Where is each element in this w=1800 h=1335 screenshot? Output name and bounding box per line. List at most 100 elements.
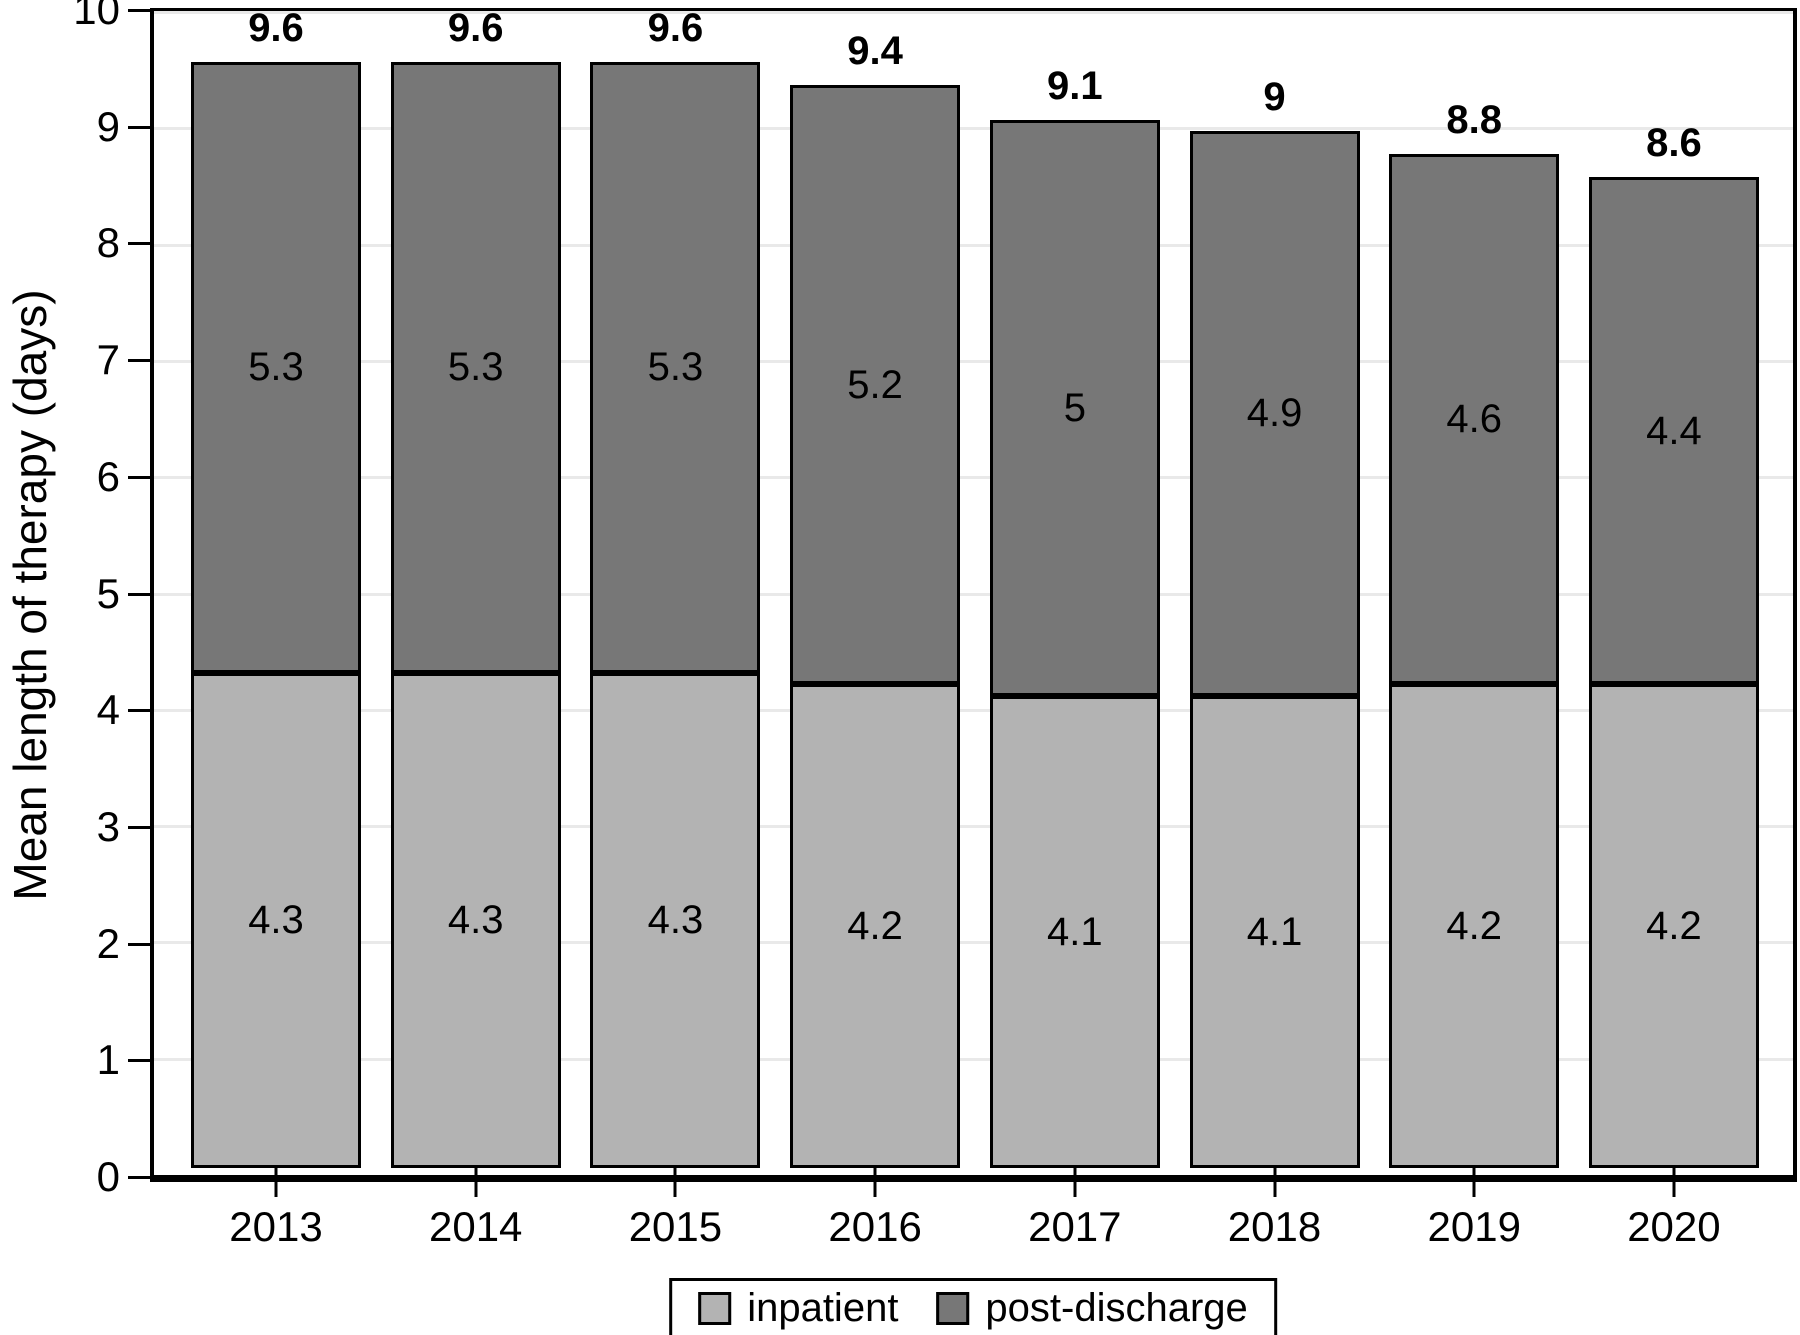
total-value-label-2013: 9.6 bbox=[248, 6, 304, 51]
y-axis-tick-label-6: 6 bbox=[96, 452, 120, 500]
legend-label-inpatient: inpatient bbox=[747, 1286, 899, 1330]
bar-group-2017: 5 4.1 9.1 2017 bbox=[989, 16, 1160, 1248]
legend-label-post-discharge: post-discharge bbox=[985, 1286, 1248, 1330]
y-axis-tick-10 bbox=[128, 9, 150, 12]
x-axis-label-2018: 2018 bbox=[1227, 1203, 1322, 1250]
bar-group-2020: 4.4 4.2 8.6 2020 bbox=[1588, 16, 1759, 1248]
total-value-label-2017: 9.1 bbox=[1047, 63, 1103, 108]
y-axis-tick-label-5: 5 bbox=[96, 569, 120, 617]
y-axis-tick-label-9: 9 bbox=[96, 102, 120, 150]
y-axis-tick-label-0: 0 bbox=[96, 1153, 120, 1200]
segment-value-label-inpatient-2019: 4.2 bbox=[1446, 904, 1503, 949]
bars-container: 5.3 4.3 9.6 2013 5.3 4.3 9.6 2014 5.3 4.3 9.6 2015 5… bbox=[158, 8, 1789, 1248]
gridline-y1 bbox=[154, 1057, 1793, 1061]
y-axis-tick-2 bbox=[128, 942, 150, 946]
y-axis-tick-label-8: 8 bbox=[96, 219, 120, 267]
segment-value-label-inpatient-2014: 4.3 bbox=[447, 898, 504, 943]
bar-group-2016: 5.2 4.2 9.4 2016 bbox=[790, 16, 961, 1248]
y-axis-tick-0 bbox=[128, 1176, 150, 1179]
gridline-y9 bbox=[154, 127, 1793, 131]
legend-item-inpatient: inpatient bbox=[698, 1288, 898, 1328]
gridline-y6 bbox=[154, 476, 1793, 480]
bar-stack-2013: 5.3 4.3 bbox=[191, 16, 361, 1168]
y-axis-tick-6 bbox=[128, 475, 150, 479]
bar-group-2018: 4.9 4.1 9 2018 bbox=[1189, 16, 1360, 1248]
bar-segment-inpatient-2019: 4.2 bbox=[1389, 684, 1560, 1168]
y-axis-tick-8 bbox=[128, 242, 150, 246]
x-axis-label-2020: 2020 bbox=[1627, 1203, 1721, 1250]
bar-stack-2017: 5 4.1 bbox=[989, 16, 1160, 1168]
bar-segment-post-discharge-2015: 5.3 bbox=[590, 62, 761, 673]
segment-value-label-inpatient-2013: 4.3 bbox=[248, 898, 304, 943]
bar-segment-post-discharge-2018: 4.9 bbox=[1189, 131, 1360, 696]
plot-area: 5.3 4.3 9.6 2013 5.3 4.3 9.6 2014 5.3 4.3 9.6 2015 5… bbox=[150, 8, 1797, 1248]
bar-segment-inpatient-2013: 4.3 bbox=[191, 672, 361, 1168]
x-axis-tick-2017 bbox=[1073, 1168, 1077, 1197]
segment-value-label-inpatient-2018: 4.1 bbox=[1246, 909, 1303, 954]
y-axis-tick-label-10: 10 bbox=[73, 0, 120, 33]
bar-segment-inpatient-2015: 4.3 bbox=[590, 672, 761, 1168]
bar-segment-inpatient-2018: 4.1 bbox=[1189, 695, 1360, 1168]
gridline-y10 bbox=[154, 11, 1793, 14]
y-axis-tick-label-4: 4 bbox=[96, 686, 120, 734]
y-axis-tick-4 bbox=[128, 709, 150, 713]
gridline-y8 bbox=[154, 243, 1793, 247]
segment-value-label-post-discharge-2019: 4.6 bbox=[1446, 397, 1503, 442]
x-axis-tick-2020 bbox=[1672, 1168, 1676, 1197]
gridline-y2 bbox=[154, 941, 1793, 945]
bar-group-2019: 4.6 4.2 8.8 2019 bbox=[1389, 16, 1560, 1248]
y-axis-tick-label-7: 7 bbox=[96, 336, 120, 384]
bar-stack-2019: 4.6 4.2 bbox=[1389, 16, 1560, 1168]
post-discharge-swatch-icon bbox=[936, 1291, 970, 1325]
y-axis-tick-9 bbox=[128, 125, 150, 129]
y-axis-tick-1 bbox=[128, 1059, 150, 1063]
bar-segment-post-discharge-2016: 5.2 bbox=[790, 85, 961, 685]
segment-value-label-post-discharge-2018: 4.9 bbox=[1246, 391, 1303, 436]
segment-value-label-post-discharge-2016: 5.2 bbox=[847, 362, 903, 407]
legend-item-post-discharge: post-discharge bbox=[936, 1286, 1248, 1330]
x-axis-label-2019: 2019 bbox=[1427, 1203, 1521, 1250]
y-axis-tick-7 bbox=[128, 359, 150, 363]
total-value-label-2014: 9.6 bbox=[447, 6, 504, 51]
y-axis-tick-label-2: 2 bbox=[96, 919, 120, 967]
bar-segment-inpatient-2016: 4.2 bbox=[790, 684, 961, 1168]
x-axis-tick-2016 bbox=[873, 1168, 877, 1197]
total-value-label-2016: 9.4 bbox=[847, 29, 903, 74]
bar-stack-2014: 5.3 4.3 bbox=[390, 16, 561, 1168]
bar-group-2014: 5.3 4.3 9.6 2014 bbox=[390, 8, 561, 1248]
x-axis-label-2016: 2016 bbox=[828, 1203, 922, 1250]
total-value-label-2015: 9.6 bbox=[647, 6, 704, 51]
x-axis-label-2015: 2015 bbox=[628, 1203, 723, 1250]
segment-value-label-inpatient-2016: 4.2 bbox=[847, 904, 903, 949]
segment-value-label-inpatient-2020: 4.2 bbox=[1646, 904, 1702, 949]
segment-value-label-post-discharge-2013: 5.3 bbox=[248, 345, 304, 390]
segment-value-label-post-discharge-2017: 5 bbox=[1063, 385, 1086, 430]
x-axis-tick-2019 bbox=[1472, 1168, 1476, 1197]
y-axis-tick-5 bbox=[128, 592, 150, 596]
y-axis-tick-label-1: 1 bbox=[96, 1036, 120, 1084]
bar-segment-post-discharge-2019: 4.6 bbox=[1389, 154, 1560, 685]
x-axis-tick-2014 bbox=[474, 1168, 478, 1197]
segment-value-label-post-discharge-2015: 5.3 bbox=[647, 345, 704, 390]
total-value-label-2020: 8.6 bbox=[1646, 121, 1702, 166]
bar-stack-2018: 4.9 4.1 bbox=[1189, 16, 1360, 1168]
bar-segment-post-discharge-2013: 5.3 bbox=[191, 62, 361, 673]
x-axis-label-2013: 2013 bbox=[229, 1203, 323, 1250]
total-value-label-2018: 9 bbox=[1263, 75, 1286, 120]
x-axis-tick-2015 bbox=[673, 1168, 677, 1197]
bar-segment-post-discharge-2014: 5.3 bbox=[390, 62, 561, 673]
x-axis-tick-2013 bbox=[274, 1168, 278, 1197]
x-axis-label-2017: 2017 bbox=[1028, 1203, 1122, 1250]
bar-stack-2015: 5.3 4.3 bbox=[590, 16, 761, 1168]
gridline-y5 bbox=[154, 592, 1793, 596]
gridline-y7 bbox=[154, 359, 1793, 363]
y-axis-tick-3 bbox=[128, 825, 150, 829]
y-axis-tick-label-3: 3 bbox=[96, 802, 120, 850]
bar-segment-inpatient-2014: 4.3 bbox=[390, 672, 561, 1168]
bar-segment-inpatient-2020: 4.2 bbox=[1588, 684, 1759, 1168]
segment-value-label-post-discharge-2020: 4.4 bbox=[1646, 408, 1702, 453]
bar-segment-post-discharge-2017: 5 bbox=[989, 119, 1160, 696]
bar-segment-post-discharge-2020: 4.4 bbox=[1588, 177, 1759, 685]
x-axis-label-2014: 2014 bbox=[428, 1203, 523, 1250]
